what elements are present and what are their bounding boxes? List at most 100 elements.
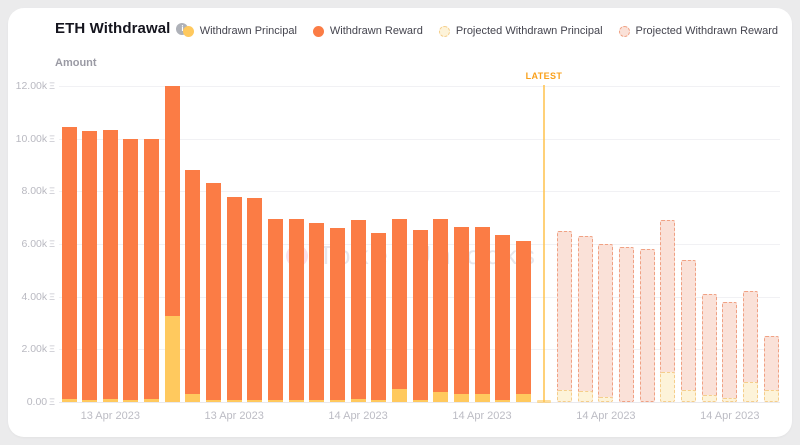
bar-principal-segment [226,400,242,402]
x-axis-date-label: 13 Apr 2023 [80,410,140,422]
gridline [59,402,780,403]
bar-projected-principal-2[interactable] [577,391,593,402]
bar-reward-segment [371,233,387,401]
bar-actual-7[interactable] [185,170,201,402]
legend-item-projected-withdrawn-principal[interactable]: Projected Withdrawn Principal [438,25,603,37]
bar-actual-4[interactable] [123,138,139,402]
latest-label: LATEST [525,71,563,81]
bar-reward-segment [82,130,98,400]
y-axis-ticks: 12.00k Ξ 10.00k Ξ 8.00k Ξ 6.00k Ξ 4.00k Ξ 2.00k Ξ 0.… [8,8,792,437]
y-axis-title: Amount [55,57,97,69]
x-axis-date-label: 14 Apr 2023 [328,410,388,422]
x-axis-labels: 13 Apr 2023 13 Apr 2023 14 Apr 2023 14 Apr … [8,8,792,437]
bar-principal-segment [268,400,283,402]
projected-withdrawn-reward-swatch-icon [618,25,630,37]
bar-principal-segment [61,399,77,402]
legend-label: Withdrawn Principal [199,25,297,37]
bar-projected-principal-10[interactable] [742,382,758,402]
bar-actual-3[interactable] [102,130,118,402]
bar-reward-segment [309,222,325,401]
y-tick-label: 12.00k Ξ [15,80,55,92]
bar-principal-segment [495,400,511,402]
bar-reward-segment [453,226,469,395]
bar-actual-20[interactable] [453,226,469,402]
bar-projected-reward-5[interactable] [639,249,655,402]
bar-principal-segment [329,400,345,402]
y-tick-label: 0.00 Ξ [26,396,55,408]
bar-principal-segment [453,394,469,402]
bar-principal-segment [412,400,428,402]
bar-projected-principal-11[interactable] [763,390,779,402]
bar-actual-10[interactable] [247,197,263,402]
projected-withdrawn-principal-swatch-icon [438,25,450,37]
bar-reward-segment [123,138,139,401]
bar-projected-principal-7[interactable] [681,390,696,402]
withdrawn-reward-swatch-icon [312,25,324,37]
bar-principal-segment [102,398,118,402]
bar-reward-segment [164,86,180,317]
legend-label: Withdrawn Reward [329,25,423,37]
bar-actual-13[interactable] [309,222,325,402]
legend-item-projected-withdrawn-reward[interactable]: Projected Withdrawn Reward [618,25,778,37]
bar-reward-segment [206,183,222,401]
bar-reward-segment [61,126,77,400]
bar-reward-segment [185,170,201,395]
bar-projected-principal-8[interactable] [701,395,717,402]
bar-actual-14[interactable] [329,228,345,402]
bar-projected-principal-1[interactable] [557,390,573,402]
y-tick-label: 8.00k Ξ [21,185,55,198]
bar-principal-segment [288,400,304,402]
chart-title: ETH Withdrawal [55,20,171,37]
bar-reward-segment [268,218,283,401]
bar-principal-segment [206,400,222,402]
bar-actual-21[interactable] [474,226,490,402]
bar-reward-segment [474,226,490,395]
bar-principal-segment [474,394,490,402]
bar-actual-1[interactable] [61,126,77,402]
bar-actual-17[interactable] [391,218,407,402]
latest-line [542,85,545,402]
bar-principal-segment [123,400,139,402]
bar-actual-6[interactable] [164,86,180,402]
y-tick-label: 10.00k Ξ [15,132,55,145]
legend-label: Projected Withdrawn Principal [455,25,603,37]
x-axis-date-label: 13 Apr 2023 [204,410,264,422]
legend-label: Projected Withdrawn Reward [635,25,778,37]
legend-item-withdrawn-principal[interactable]: Withdrawn Principal [182,25,297,37]
bar-projected-principal-6[interactable] [660,371,676,402]
gridline [59,191,780,193]
bar-principal-segment [185,394,201,402]
bar-actual-19[interactable] [433,218,449,402]
bar-reward-segment [226,196,242,401]
bar-actual-9[interactable] [226,196,242,402]
x-axis-date-label: 14 Apr 2023 [576,410,636,422]
bar-actual-16[interactable] [371,233,387,402]
bar-actual-23[interactable] [515,241,531,402]
legend-item-withdrawn-reward[interactable]: Withdrawn Reward [312,25,423,37]
bar-principal-segment [391,388,407,402]
bar-reward-segment [102,130,118,399]
bar-projected-reward-4[interactable] [619,246,635,402]
bar-reward-segment [515,241,531,395]
bar-actual-5[interactable] [144,138,160,402]
bar-actual-22[interactable] [495,234,511,402]
bar-principal-segment [247,400,263,402]
bar-actual-12[interactable] [288,218,304,402]
y-tick-label: 2.00k Ξ [21,343,55,356]
bar-principal-segment [164,316,180,402]
chart-card: ETH Withdrawal i Withdrawn Principal Wit… [8,8,792,437]
x-axis-date-label: 14 Apr 2023 [452,410,512,422]
bar-reward-segment [144,138,160,400]
bar-projected-principal-3[interactable] [598,396,614,402]
bar-actual-8[interactable] [206,183,222,402]
legend: Withdrawn Principal Withdrawn Reward Pro… [182,25,778,37]
bar-principal-segment [515,394,531,402]
latest-line-base [536,400,551,403]
bar-actual-2[interactable] [82,130,98,402]
bar-projected-principal-9[interactable] [722,398,738,402]
bar-actual-11[interactable] [268,218,283,402]
bar-actual-15[interactable] [350,220,366,402]
bar-reward-segment [247,197,263,401]
bar-actual-18[interactable] [412,229,428,402]
